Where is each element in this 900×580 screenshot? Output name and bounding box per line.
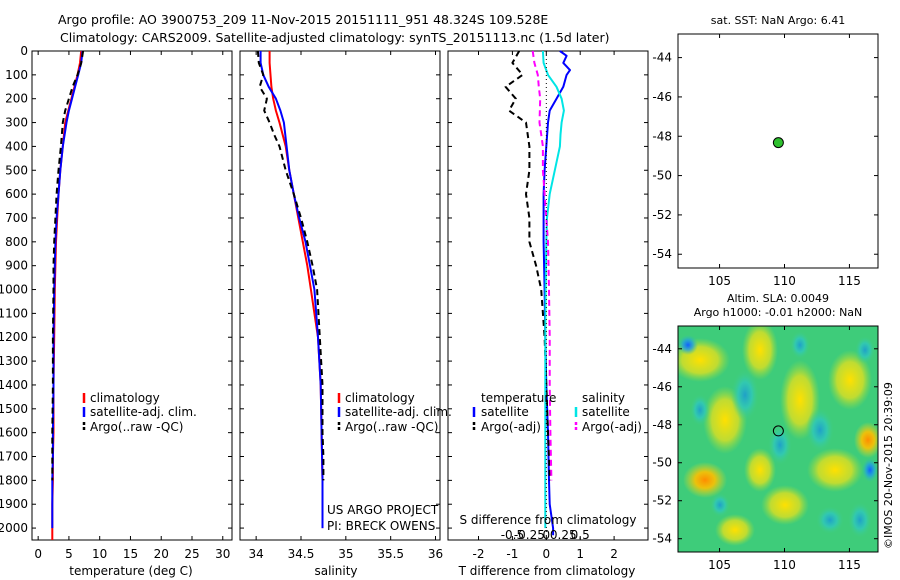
s-difference-tick-label: 0.5 <box>571 528 590 542</box>
lat-tick-label: -52 <box>652 208 672 222</box>
x-tick-label: 20 <box>154 547 169 561</box>
depth-tick-label: 1300 <box>0 354 28 368</box>
salinity-panel-frame <box>239 50 441 541</box>
lat-tick-label: -46 <box>652 380 672 394</box>
figure-title-line1: Argo profile: AO 3900753_209 11-Nov-2015… <box>58 12 549 27</box>
lat-tick-label: -54 <box>652 247 672 261</box>
depth-tick-label: 1500 <box>0 402 28 416</box>
lon-tick-label: 115 <box>838 274 861 288</box>
lat-tick-label: -48 <box>652 129 672 143</box>
lon-tick-label: 110 <box>773 558 796 572</box>
difference-panel-frame <box>447 50 649 541</box>
x-tick-label: 15 <box>123 547 138 561</box>
x-tick-label: 36 <box>428 547 443 561</box>
x-tick-label: 35.5 <box>377 547 404 561</box>
x-tick-label: 30 <box>215 547 230 561</box>
x-tick-label: 0 <box>34 547 42 561</box>
x-tick-label: 34.5 <box>288 547 315 561</box>
x-tick-label: 25 <box>184 547 199 561</box>
depth-tick-label: 900 <box>5 259 28 273</box>
series-line-satellite-adj-clim- <box>259 51 324 529</box>
lat-tick-label: -44 <box>652 342 672 356</box>
series-line-argo-raw-qc- <box>256 50 325 481</box>
depth-tick-label: 1400 <box>0 378 28 392</box>
lat-tick-label: -44 <box>652 51 672 65</box>
lon-tick-label: 105 <box>708 274 731 288</box>
s-difference-tick-label: -0.25 <box>514 528 545 542</box>
depth-tick-label: 1100 <box>0 306 28 320</box>
s-difference-tick-label: 0.25 <box>550 528 577 542</box>
lat-tick-label: -48 <box>652 418 672 432</box>
x-tick-label: 1 <box>576 547 584 561</box>
lat-tick-label: -54 <box>652 532 672 546</box>
x-tick-label: 34 <box>249 547 264 561</box>
depth-tick-label: 2000 <box>0 521 28 535</box>
series-line-salinity-argo-adj- <box>531 50 553 481</box>
depth-tick-label: 700 <box>5 211 28 225</box>
x-tick-label: 0 <box>542 547 550 561</box>
depth-tick-label: 1800 <box>0 473 28 487</box>
series-line-salinity-satellite <box>541 50 565 529</box>
lat-tick-label: -52 <box>652 494 672 508</box>
depth-tick-label: 1600 <box>0 426 28 440</box>
depth-tick-label: 800 <box>5 235 28 249</box>
sla-map-frame <box>677 325 879 553</box>
position-map-frame <box>677 33 879 269</box>
x-tick-label: -1 <box>506 547 518 561</box>
x-tick-label: 5 <box>65 547 73 561</box>
depth-tick-label: 100 <box>5 68 28 82</box>
series-line-satellite-adj-clim- <box>51 50 84 529</box>
float-position-marker <box>772 137 784 149</box>
series-line-temperature-satellite <box>542 50 571 536</box>
depth-tick-label: 400 <box>5 139 28 153</box>
lat-tick-label: -50 <box>652 169 672 183</box>
lon-tick-label: 105 <box>708 558 731 572</box>
lon-tick-label: 115 <box>838 558 861 572</box>
depth-tick-label: 600 <box>5 187 28 201</box>
s-difference-tick-label: 0 <box>542 528 550 542</box>
depth-tick-label: 1000 <box>0 283 28 297</box>
x-tick-label: -2 <box>473 547 485 561</box>
lon-tick-label: 110 <box>773 274 796 288</box>
temperature-panel-frame <box>31 50 233 541</box>
depth-tick-label: 1700 <box>0 450 28 464</box>
s-difference-tick-label: -0.5 <box>501 528 524 542</box>
depth-tick-label: 500 <box>5 163 28 177</box>
float-position-marker <box>772 425 784 437</box>
lat-tick-label: -46 <box>652 90 672 104</box>
depth-tick-label: 1200 <box>0 330 28 344</box>
x-tick-label: 10 <box>92 547 107 561</box>
depth-tick-label: 1900 <box>0 497 28 511</box>
depth-tick-label: 200 <box>5 92 28 106</box>
lat-tick-label: -50 <box>652 456 672 470</box>
x-tick-label: 35 <box>338 547 353 561</box>
figure-title-line2: Climatology: CARS2009. Satellite-adjuste… <box>60 30 610 45</box>
x-tick-label: 2 <box>610 547 618 561</box>
depth-tick-label: 300 <box>5 116 28 130</box>
depth-tick-label: 0 <box>20 44 28 58</box>
sla-heatmap <box>678 326 878 552</box>
series-line-temperature-argo-adj- <box>504 50 551 481</box>
